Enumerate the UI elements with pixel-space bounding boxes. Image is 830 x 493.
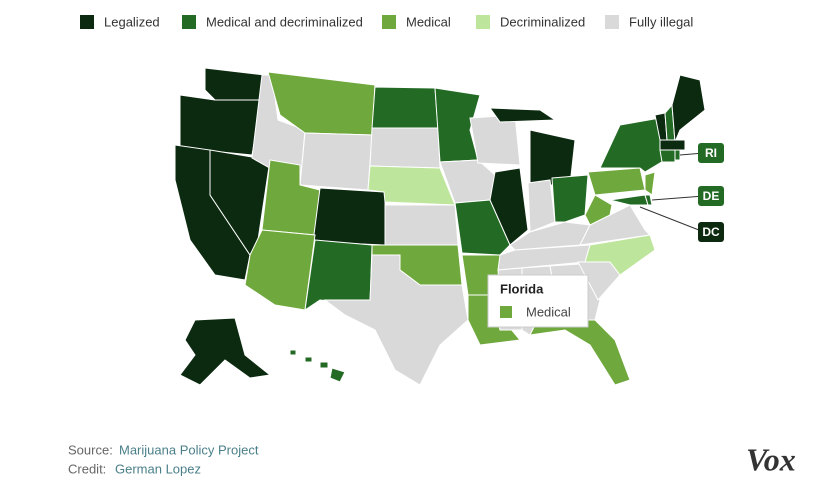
state [527,179,556,233]
state [312,187,386,246]
state [489,167,529,246]
legend-label: Fully illegal [629,14,693,29]
legend-swatch [476,15,490,29]
credit-link[interactable]: German Lopez [115,461,201,476]
state [367,165,456,206]
legend-label: Decriminalized [500,14,585,29]
state [599,117,666,173]
state [371,86,439,129]
state [659,139,686,151]
legend-swatch [605,15,619,29]
state [384,204,459,246]
tooltip: Florida Medical [487,274,589,328]
state [644,194,653,206]
state [179,317,272,386]
state [369,127,441,169]
state [289,349,297,356]
state [674,149,681,161]
state [584,194,613,226]
legend-swatch [382,15,396,29]
callouts: RI DE DC [639,143,724,242]
callout-box [698,222,724,242]
callout-label: DC [702,225,720,239]
state [488,107,557,123]
state [454,199,511,256]
legend-swatch [182,15,196,29]
legend-label: Medical and decriminalized [206,14,363,29]
source-link[interactable]: Marijuana Policy Project [119,442,259,457]
state [319,361,329,369]
callout-line [639,206,705,233]
state [587,167,646,196]
state [469,114,521,166]
legend-label: Legalized [104,14,160,29]
legend-swatch [80,15,94,29]
legend-label: Medical [406,14,451,29]
state [179,94,263,156]
state [204,67,266,101]
callout-label: RI [705,146,717,160]
state [671,74,706,143]
callout-line [651,195,705,201]
state [434,87,481,163]
tooltip-box [487,274,589,328]
states [174,67,706,386]
credit-label: Credit: [68,461,106,476]
callout-label: DE [703,189,720,203]
state [584,234,656,276]
tooltip-status: Medical [526,304,571,319]
state [609,194,649,206]
tooltip-swatch [500,306,512,318]
state [551,174,589,223]
state [244,229,316,311]
source-label: Source: [68,442,113,457]
tooltip-title: Florida [500,281,544,296]
state [299,132,373,191]
state [323,254,469,386]
callout-box [698,186,724,206]
state [529,319,631,386]
legend: Legalized Medical and decriminalized Medic… [80,14,693,29]
logo: Vox [746,441,796,477]
state [329,367,346,383]
state [659,149,676,163]
state [304,356,313,363]
callout-box [698,143,724,163]
state [644,171,656,196]
